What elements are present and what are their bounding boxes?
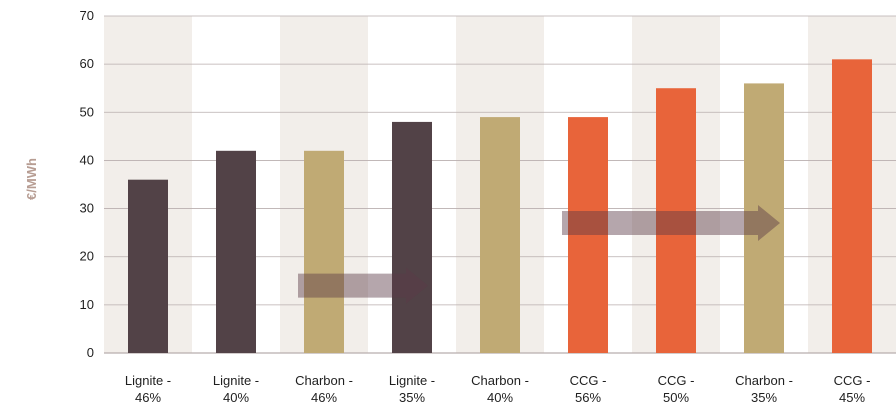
x-tick-label: Lignite - <box>125 373 171 388</box>
bar <box>128 179 168 353</box>
x-tick-label: Lignite - <box>213 373 259 388</box>
x-tick-label: 40% <box>223 390 249 405</box>
y-tick-label: 10 <box>80 297 94 312</box>
x-tick-label: 50% <box>663 390 689 405</box>
bar <box>392 121 432 354</box>
y-tick-label: 50 <box>80 104 94 119</box>
y-tick-label: 40 <box>80 152 94 167</box>
bar <box>744 83 784 354</box>
shift-arrows <box>298 205 780 304</box>
shift-arrow <box>562 205 780 242</box>
y-tick-label: 30 <box>80 201 94 216</box>
bar <box>832 59 872 353</box>
y-tick-label: 20 <box>80 249 94 264</box>
y-axis-label: €/MWh <box>24 158 39 200</box>
bar <box>304 150 344 353</box>
y-tick-label: 70 <box>80 8 94 23</box>
x-tick-label: 46% <box>311 390 337 405</box>
x-tick-label: CCG - <box>658 373 695 388</box>
x-tick-label: 45% <box>839 390 865 405</box>
x-tick-label: Charbon - <box>471 373 529 388</box>
y-axis-ticks: 0 10 20 30 40 50 60 70 <box>80 8 94 360</box>
bars <box>128 59 872 354</box>
x-tick-label: CCG - <box>834 373 871 388</box>
x-tick-label: 40% <box>487 390 513 405</box>
bar <box>216 150 256 353</box>
x-tick-label: 56% <box>575 390 601 405</box>
category-labels: Lignite - 46% Lignite - 40% Charbon - 46% Lign… <box>125 373 871 405</box>
x-tick-label: Charbon - <box>295 373 353 388</box>
y-tick-label: 0 <box>87 345 94 360</box>
x-tick-label: Charbon - <box>735 373 793 388</box>
x-tick-label: 35% <box>751 390 777 405</box>
y-tick-label: 60 <box>80 56 94 71</box>
bar <box>656 88 696 353</box>
x-tick-label: 46% <box>135 390 161 405</box>
x-tick-label: 35% <box>399 390 425 405</box>
bar <box>480 117 520 353</box>
shift-arrow <box>298 267 428 304</box>
x-tick-label: CCG - <box>570 373 607 388</box>
bar <box>568 117 608 353</box>
x-tick-label: Lignite - <box>389 373 435 388</box>
